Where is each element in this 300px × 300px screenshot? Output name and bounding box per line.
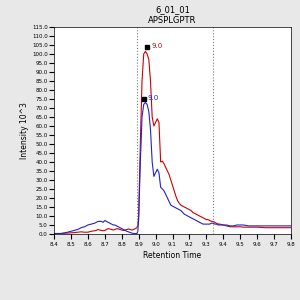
X-axis label: Retention Time: Retention Time — [143, 251, 202, 260]
Text: 9.0: 9.0 — [151, 43, 163, 49]
Y-axis label: Intensity 10^3: Intensity 10^3 — [20, 102, 29, 159]
Text: 9.0: 9.0 — [148, 95, 159, 101]
Title: 6_01_01
APSPLGPTR: 6_01_01 APSPLGPTR — [148, 5, 197, 25]
